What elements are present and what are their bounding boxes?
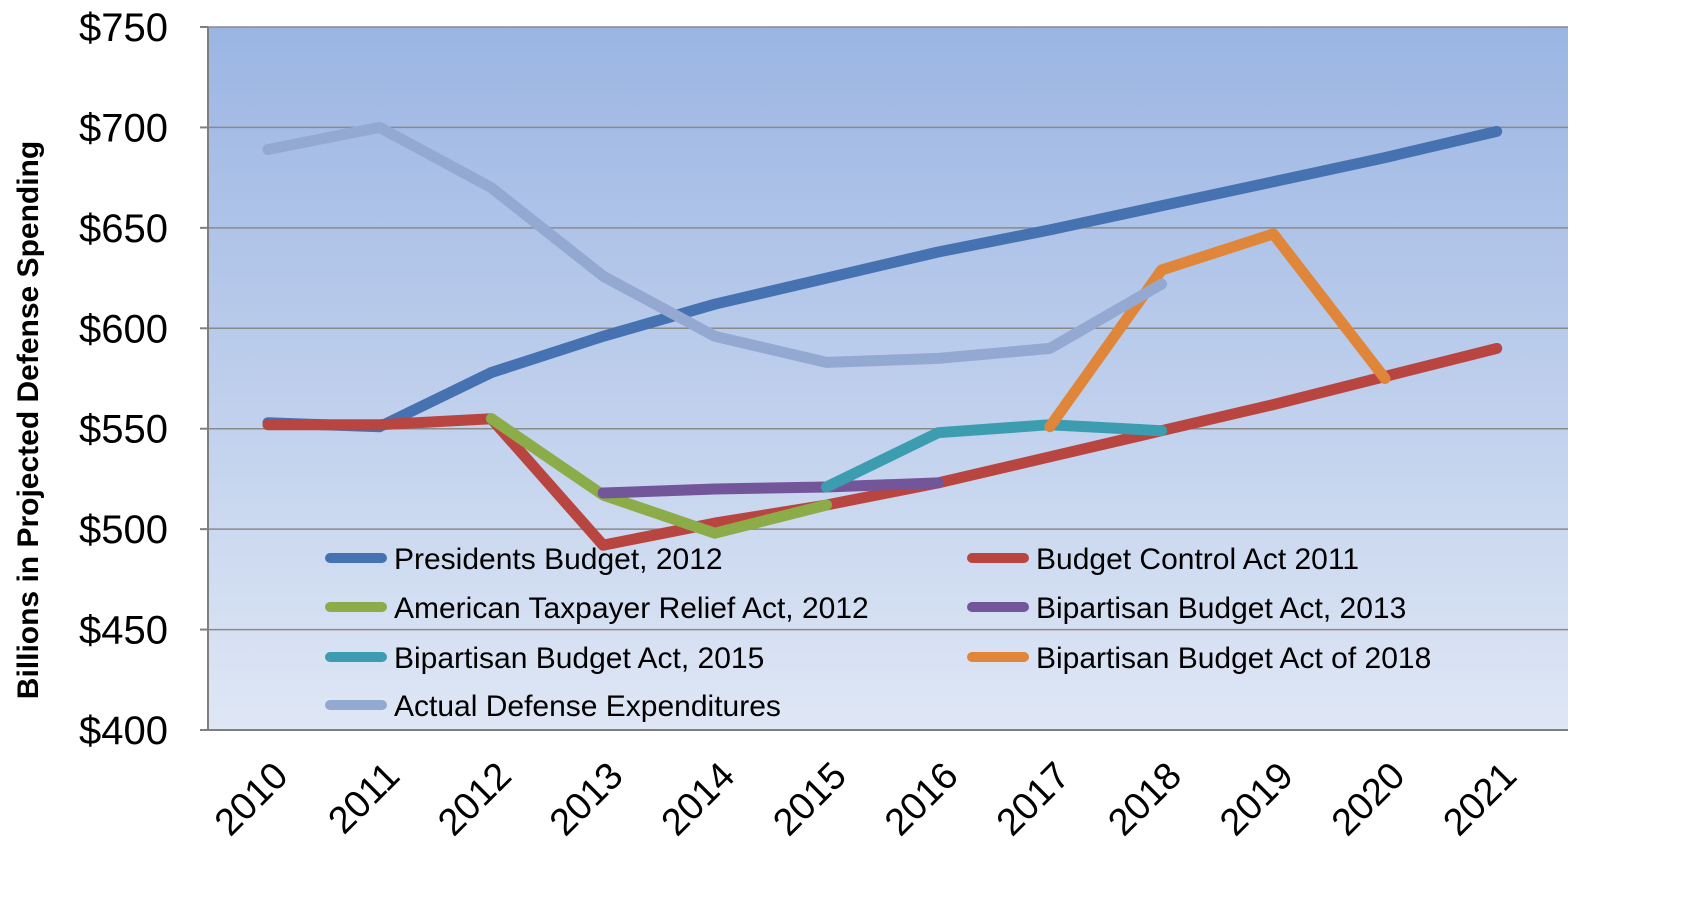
x-tick-label: 2010 bbox=[207, 755, 296, 844]
legend-label: Bipartisan Budget Act, 2015 bbox=[394, 642, 764, 675]
x-tick-labels: 2010 2011 2012 2013 2014 2015 2016 2017 2018 2019… bbox=[207, 755, 1525, 844]
y-tick-label: $400 bbox=[79, 709, 168, 753]
y-tick-labels: $400 $450 $500 $550 $600 $650 $700 $750 bbox=[79, 6, 208, 753]
y-tick-label: $750 bbox=[79, 6, 168, 50]
legend-label: American Taxpayer Relief Act, 2012 bbox=[394, 592, 869, 625]
x-tick-label: 2016 bbox=[877, 755, 966, 844]
x-tick-label: 2012 bbox=[430, 755, 519, 844]
series-line-bipartisan-budget-act-of-2018 bbox=[1044, 228, 1391, 433]
series-line-presidents-budget-2012 bbox=[262, 125, 1503, 433]
x-tick-label: 2021 bbox=[1436, 755, 1525, 844]
x-tick-label: 2020 bbox=[1324, 755, 1413, 844]
y-tick-label: $500 bbox=[79, 508, 168, 552]
x-tick-label: 2017 bbox=[989, 755, 1078, 844]
series-lines bbox=[262, 121, 1503, 551]
series-line-budget-control-act-2011 bbox=[262, 342, 1503, 551]
legend: Presidents Budget, 2012 Budget Control Ac… bbox=[325, 543, 1431, 723]
x-tick-label: 2019 bbox=[1212, 755, 1301, 844]
y-tick-label: $450 bbox=[79, 609, 168, 653]
legend-label: Bipartisan Budget Act, 2013 bbox=[1036, 592, 1406, 625]
legend-label: Budget Control Act 2011 bbox=[1036, 543, 1359, 576]
x-tick-label: 2018 bbox=[1100, 755, 1189, 844]
legend-label: Presidents Budget, 2012 bbox=[394, 543, 723, 576]
y-axis-label: Billions in Projected Defense Spending bbox=[12, 141, 45, 699]
series-line-bipartisan-budget-act-2015 bbox=[821, 419, 1168, 493]
y-tick-label: $650 bbox=[79, 207, 168, 251]
y-tick-label: $700 bbox=[79, 106, 168, 150]
gridlines bbox=[208, 26, 1568, 631]
plot-area bbox=[208, 27, 1568, 730]
series-line-american-taxpayer-relief-act-2012 bbox=[485, 413, 832, 539]
y-tick-label: $600 bbox=[79, 307, 168, 351]
series-line-bipartisan-budget-act-2013 bbox=[597, 477, 944, 499]
legend-label: Actual Defense Expenditures bbox=[394, 690, 781, 723]
x-tick-label: 2014 bbox=[654, 755, 743, 844]
x-tick-label: 2011 bbox=[321, 755, 408, 842]
series-line-actual-defense-expenditures bbox=[262, 121, 1168, 368]
y-tick-label: $550 bbox=[79, 408, 168, 452]
legend-label: Bipartisan Budget Act of 2018 bbox=[1036, 642, 1431, 675]
x-tick-label: 2015 bbox=[765, 755, 854, 844]
x-tick-label: 2013 bbox=[542, 755, 631, 844]
